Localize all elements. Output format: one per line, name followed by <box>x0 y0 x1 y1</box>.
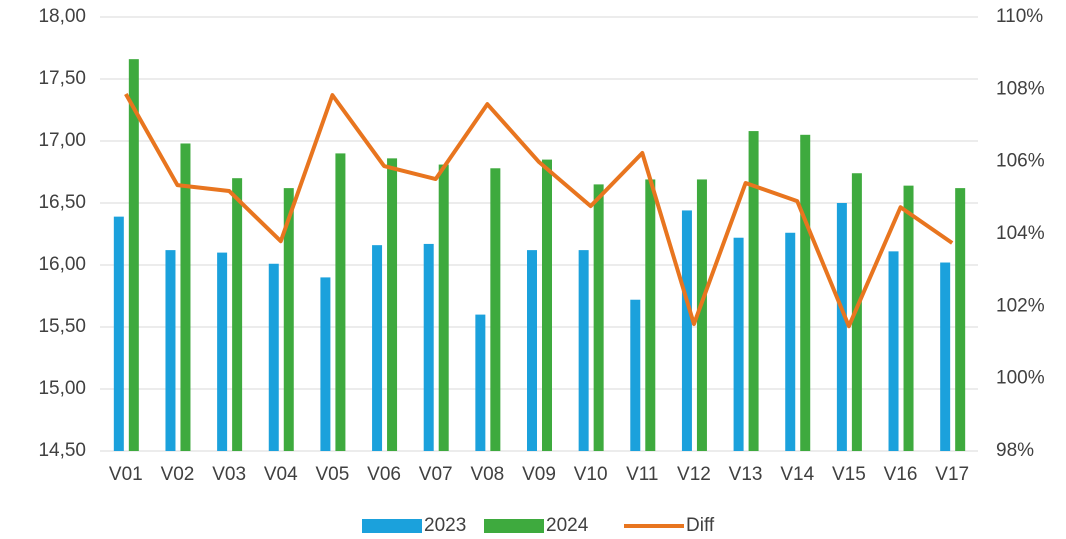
x-tick-label: V09 <box>522 464 556 485</box>
bar <box>593 184 604 451</box>
bar <box>335 153 346 451</box>
x-tick-label: V02 <box>161 464 195 485</box>
bar <box>645 179 656 451</box>
bar <box>578 250 589 451</box>
y2-tick-label: 98% <box>996 440 1034 461</box>
legend-label: Diff <box>686 515 715 536</box>
bar <box>733 237 744 451</box>
bar <box>438 164 449 451</box>
y-tick-label: 16,50 <box>38 192 86 213</box>
bar <box>423 243 434 451</box>
bar <box>836 203 847 451</box>
y2-tick-label: 100% <box>996 368 1045 389</box>
bar <box>490 168 501 451</box>
x-tick-label: V08 <box>470 464 504 485</box>
y2-tick-label: 106% <box>996 151 1045 172</box>
y2-tick-label: 108% <box>996 78 1045 99</box>
bar <box>955 188 966 451</box>
x-tick-label: V05 <box>316 464 350 485</box>
bar <box>372 245 383 451</box>
legend-swatch <box>484 519 544 533</box>
bar <box>180 143 191 452</box>
x-tick-label: V17 <box>935 464 969 485</box>
x-tick-label: V06 <box>367 464 401 485</box>
x-tick-label: V07 <box>419 464 453 485</box>
bar <box>232 178 243 451</box>
y-tick-label: 15,00 <box>38 378 86 399</box>
bar <box>320 277 331 451</box>
bar <box>128 59 139 451</box>
bar <box>387 158 398 452</box>
x-tick-label: V03 <box>212 464 246 485</box>
bar <box>800 134 811 452</box>
y-tick-label: 16,00 <box>38 254 86 275</box>
bar <box>217 252 228 451</box>
legend-label: 2023 <box>424 515 466 536</box>
bar <box>903 185 914 451</box>
bar <box>940 262 951 451</box>
bar <box>268 263 279 451</box>
bar <box>748 131 759 451</box>
y-tick-label: 15,50 <box>38 316 86 337</box>
y-tick-label: 17,00 <box>38 130 86 151</box>
bar <box>785 232 796 451</box>
line <box>124 93 954 329</box>
bar <box>527 250 537 451</box>
x-tick-label: V14 <box>780 464 814 485</box>
x-tick-label: V15 <box>832 464 866 485</box>
bar <box>888 251 899 451</box>
bar <box>283 188 294 451</box>
bar <box>681 210 692 451</box>
x-tick-label: V16 <box>884 464 918 485</box>
bar <box>165 250 176 451</box>
y2-tick-label: 110% <box>996 6 1043 27</box>
bar <box>113 216 124 451</box>
y2-tick-label: 104% <box>996 223 1045 244</box>
x-tick-label: V11 <box>626 464 658 485</box>
y-tick-label: 14,50 <box>38 440 86 461</box>
x-tick-label: V04 <box>264 464 298 485</box>
y-tick-label: 17,50 <box>38 68 86 89</box>
bar <box>542 159 552 451</box>
bar <box>630 299 641 451</box>
y-tick-label: 18,00 <box>38 6 86 27</box>
y2-tick-label: 102% <box>996 295 1045 316</box>
x-tick-label: V10 <box>574 464 608 485</box>
x-tick-label: V12 <box>677 464 711 485</box>
legend-swatch <box>362 519 422 533</box>
legend-label: 2024 <box>546 515 589 536</box>
x-tick-label: V01 <box>109 464 143 485</box>
bar <box>475 314 486 451</box>
bar <box>696 179 707 451</box>
x-tick-label: V13 <box>729 464 763 485</box>
